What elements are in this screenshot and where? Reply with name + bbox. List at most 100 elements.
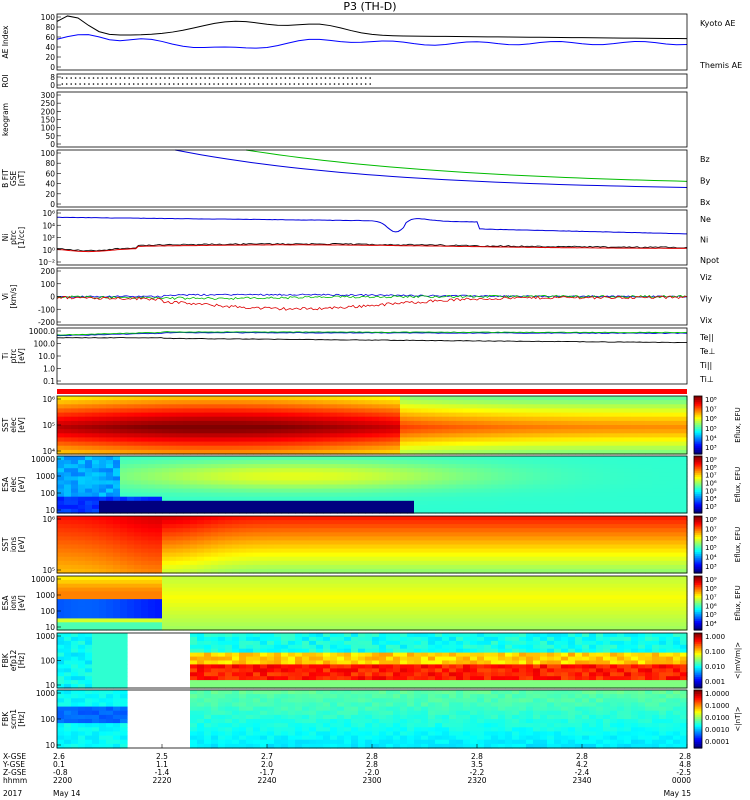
heatmap-cell	[197, 456, 205, 461]
heatmap-cell	[414, 548, 422, 554]
heatmap-cell	[470, 540, 478, 546]
y-axis-label: [eV]	[17, 348, 26, 364]
heatmap-cell	[232, 425, 240, 430]
heatmap-cell	[218, 528, 226, 533]
heatmap-cell	[302, 416, 310, 422]
heatmap-cell	[645, 445, 653, 451]
heatmap-cell	[603, 532, 611, 537]
heatmap-cell	[323, 587, 331, 593]
heatmap-cell	[435, 599, 443, 604]
heatmap-cell	[435, 618, 443, 623]
heatmap-cell	[386, 492, 394, 498]
heatmap-cell	[547, 425, 555, 430]
heatmap-cell	[547, 460, 555, 465]
colorbar-segment	[694, 446, 702, 449]
heatmap-cell	[645, 536, 653, 542]
heatmap-cell	[211, 500, 219, 506]
heatmap-cell	[372, 445, 380, 451]
heatmap-cell	[267, 614, 275, 620]
heatmap-cell	[148, 568, 156, 574]
heatmap-cell	[582, 532, 590, 537]
heatmap-cell	[211, 552, 219, 558]
heatmap-cell	[610, 420, 618, 426]
heatmap-cell	[253, 579, 261, 585]
heatmap-cell	[456, 396, 464, 401]
heatmap-cell	[484, 492, 492, 498]
heatmap-cell	[659, 496, 667, 502]
heatmap-cell	[666, 464, 674, 469]
heatmap-cell	[197, 412, 205, 418]
heatmap-cell	[603, 396, 611, 401]
heatmap-cell	[253, 622, 261, 627]
heatmap-cell	[155, 587, 163, 593]
heatmap-cell	[169, 420, 177, 426]
heatmap-cell	[211, 476, 219, 482]
heatmap-cell	[148, 484, 156, 490]
heatmap-cell	[260, 468, 268, 473]
heatmap-cell	[442, 445, 450, 451]
heatmap-cell	[589, 404, 597, 409]
heatmap-cell	[316, 520, 324, 525]
heatmap-cell	[176, 528, 184, 533]
heatmap-cell	[274, 437, 282, 443]
heatmap-cell	[218, 464, 226, 469]
heatmap-cell	[393, 480, 401, 486]
heatmap-cell	[379, 576, 387, 581]
heatmap-cell	[225, 445, 233, 451]
heatmap-cell	[323, 456, 331, 461]
heatmap-cell	[421, 576, 429, 581]
colorbar-segment	[694, 480, 702, 484]
heatmap-cell	[211, 408, 219, 414]
heatmap-cell	[358, 614, 366, 620]
heatmap-cell	[512, 400, 520, 405]
heatmap-cell	[92, 412, 100, 418]
heatmap-cell	[400, 408, 408, 414]
heatmap-cell	[239, 429, 247, 434]
heatmap-cell	[316, 595, 324, 600]
heatmap-cell	[288, 449, 296, 455]
heatmap-cell	[92, 599, 100, 604]
heatmap-cell	[337, 412, 345, 418]
heatmap-cell	[232, 606, 240, 612]
heatmap-cell	[470, 524, 478, 529]
heatmap-cell	[575, 408, 583, 414]
y-tick-label: 0	[50, 140, 55, 149]
heatmap-cell	[106, 484, 114, 490]
y-tick-label: 10	[45, 506, 55, 515]
heatmap-cell	[85, 552, 93, 558]
heatmap-cell	[211, 496, 219, 502]
heatmap-cell	[400, 622, 408, 627]
heatmap-cell	[673, 500, 681, 506]
heatmap-cell	[218, 488, 226, 494]
heatmap-cell	[225, 587, 233, 593]
heatmap-cell	[281, 492, 289, 498]
heatmap-cell	[78, 540, 86, 546]
heatmap-cell	[638, 460, 646, 465]
colorbar-segment	[694, 438, 702, 441]
heatmap-cell	[141, 476, 149, 482]
heatmap-cell	[64, 516, 72, 521]
heatmap-cell	[274, 433, 282, 438]
heatmap-cell	[239, 456, 247, 461]
heatmap-cell	[526, 560, 534, 566]
heatmap-cell	[596, 437, 604, 443]
colorbar-segment	[694, 517, 702, 521]
colorbar-segment	[694, 409, 702, 412]
heatmap-cell	[561, 564, 569, 570]
heatmap-cell	[673, 552, 681, 558]
heatmap-cell	[491, 408, 499, 414]
heatmap-cell	[155, 488, 163, 494]
heatmap-cell	[421, 548, 429, 554]
heatmap-cell	[323, 591, 331, 596]
heatmap-cell	[155, 492, 163, 498]
heatmap-cell	[344, 504, 352, 510]
heatmap-cell	[393, 420, 401, 426]
heatmap-cell	[617, 412, 625, 418]
heatmap-cell	[435, 603, 443, 608]
heatmap-cell	[85, 500, 93, 506]
heatmap-cell	[204, 396, 212, 401]
heatmap-cell	[582, 472, 590, 477]
heatmap-cell	[449, 445, 457, 451]
heatmap-cell	[428, 476, 436, 482]
heatmap-cell	[673, 504, 681, 510]
